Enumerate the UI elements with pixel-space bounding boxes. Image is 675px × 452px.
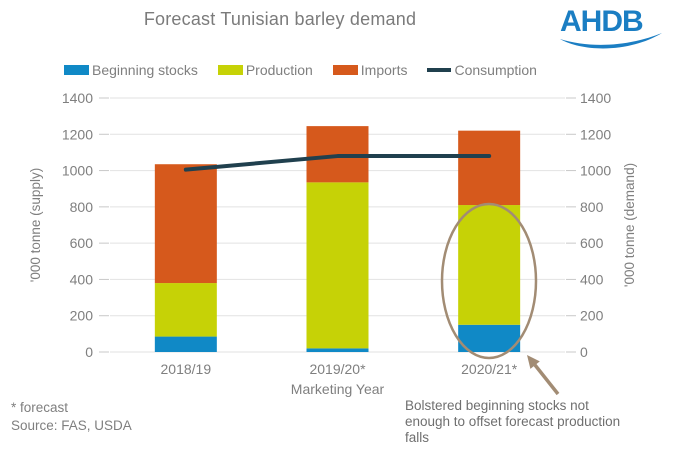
legend-item-imports: Imports	[332, 62, 408, 78]
y-tick-label-left: 200	[70, 308, 94, 324]
ahdb-logo: AHDB	[559, 3, 665, 51]
y-tick-label-right: 400	[580, 271, 604, 287]
production-swatch	[217, 65, 243, 75]
x-tick-label: 2019/20*	[309, 361, 366, 377]
legend-label: Production	[245, 62, 313, 78]
legend-label: Imports	[360, 62, 408, 78]
consumption-line	[183, 154, 492, 172]
imports-swatch	[332, 65, 358, 75]
y-tick-label-right: 0	[580, 344, 588, 360]
y-tick-label-right: 200	[580, 308, 604, 324]
bar-segment-imports-2018-19	[154, 164, 217, 284]
highlight-ellipse	[440, 202, 538, 360]
y-tick-label-left: 1200	[62, 126, 93, 142]
x-axis-title: Marketing Year	[291, 381, 385, 397]
y-tick-label-left: 0	[85, 344, 93, 360]
beginning-stocks-swatch	[64, 65, 89, 75]
x-tick-label: 2020/21*	[461, 361, 518, 377]
legend-label: Beginning stocks	[92, 62, 198, 78]
chart-title: Forecast Tunisian barley demand	[143, 9, 417, 29]
legend-item-consumption: Consumption	[427, 62, 537, 78]
y-tick-label-left: 800	[70, 199, 94, 215]
y-axis-title-left: '000 tonne (supply)	[28, 168, 43, 282]
y-tick-label-right: 1400	[580, 90, 611, 106]
ahdb-logo-swoosh	[560, 33, 662, 49]
legend: Beginning stocks Production Imports Cons…	[64, 62, 537, 78]
ahdb-logo-graphic: AHDB	[560, 5, 662, 49]
footer: * forecast Source: FAS, USDA	[11, 399, 132, 435]
bar-segment-beginning-stocks-2018-19	[154, 336, 217, 352]
consumption-line-swatch	[427, 68, 452, 72]
forecast-note: * forecast	[11, 400, 69, 415]
y-tick-label-right: 600	[580, 235, 604, 251]
x-tick-label: 2018/19	[161, 361, 212, 377]
y-tick-label-left: 600	[70, 235, 94, 251]
y-axis-title-right: '000 tonne (demand)	[622, 163, 637, 287]
bar-segment-beginning-stocks-2020-21	[458, 324, 521, 352]
y-tick-label-left: 400	[70, 271, 94, 287]
y-tick-label-left: 1400	[62, 90, 93, 106]
y-tick-label-right: 1200	[580, 126, 611, 142]
bar-segment-imports-2020-21	[458, 130, 521, 206]
bar-segment-beginning-stocks-2019-20	[306, 348, 369, 352]
y-tick-label-right: 800	[580, 199, 604, 215]
bar-segment-production-2018-19	[154, 283, 217, 337]
bar-segment-production-2020-21	[458, 205, 521, 325]
y-tick-label-left: 1000	[62, 163, 93, 179]
annotation-arrow-head	[527, 355, 540, 369]
legend-item-production: Production	[217, 62, 313, 78]
legend-item-beginning-stocks: Beginning stocks	[64, 62, 198, 78]
annotation-text: Bolstered beginning stocks not enough to…	[405, 398, 621, 446]
source-note: Source: FAS, USDA	[11, 417, 132, 433]
bar-segment-production-2019-20	[306, 182, 369, 349]
y-tick-label-right: 1000	[580, 163, 611, 179]
legend-label: Consumption	[454, 62, 537, 78]
annotation-arrow	[533, 363, 560, 396]
ahdb-logo-text: AHDB	[560, 5, 643, 38]
